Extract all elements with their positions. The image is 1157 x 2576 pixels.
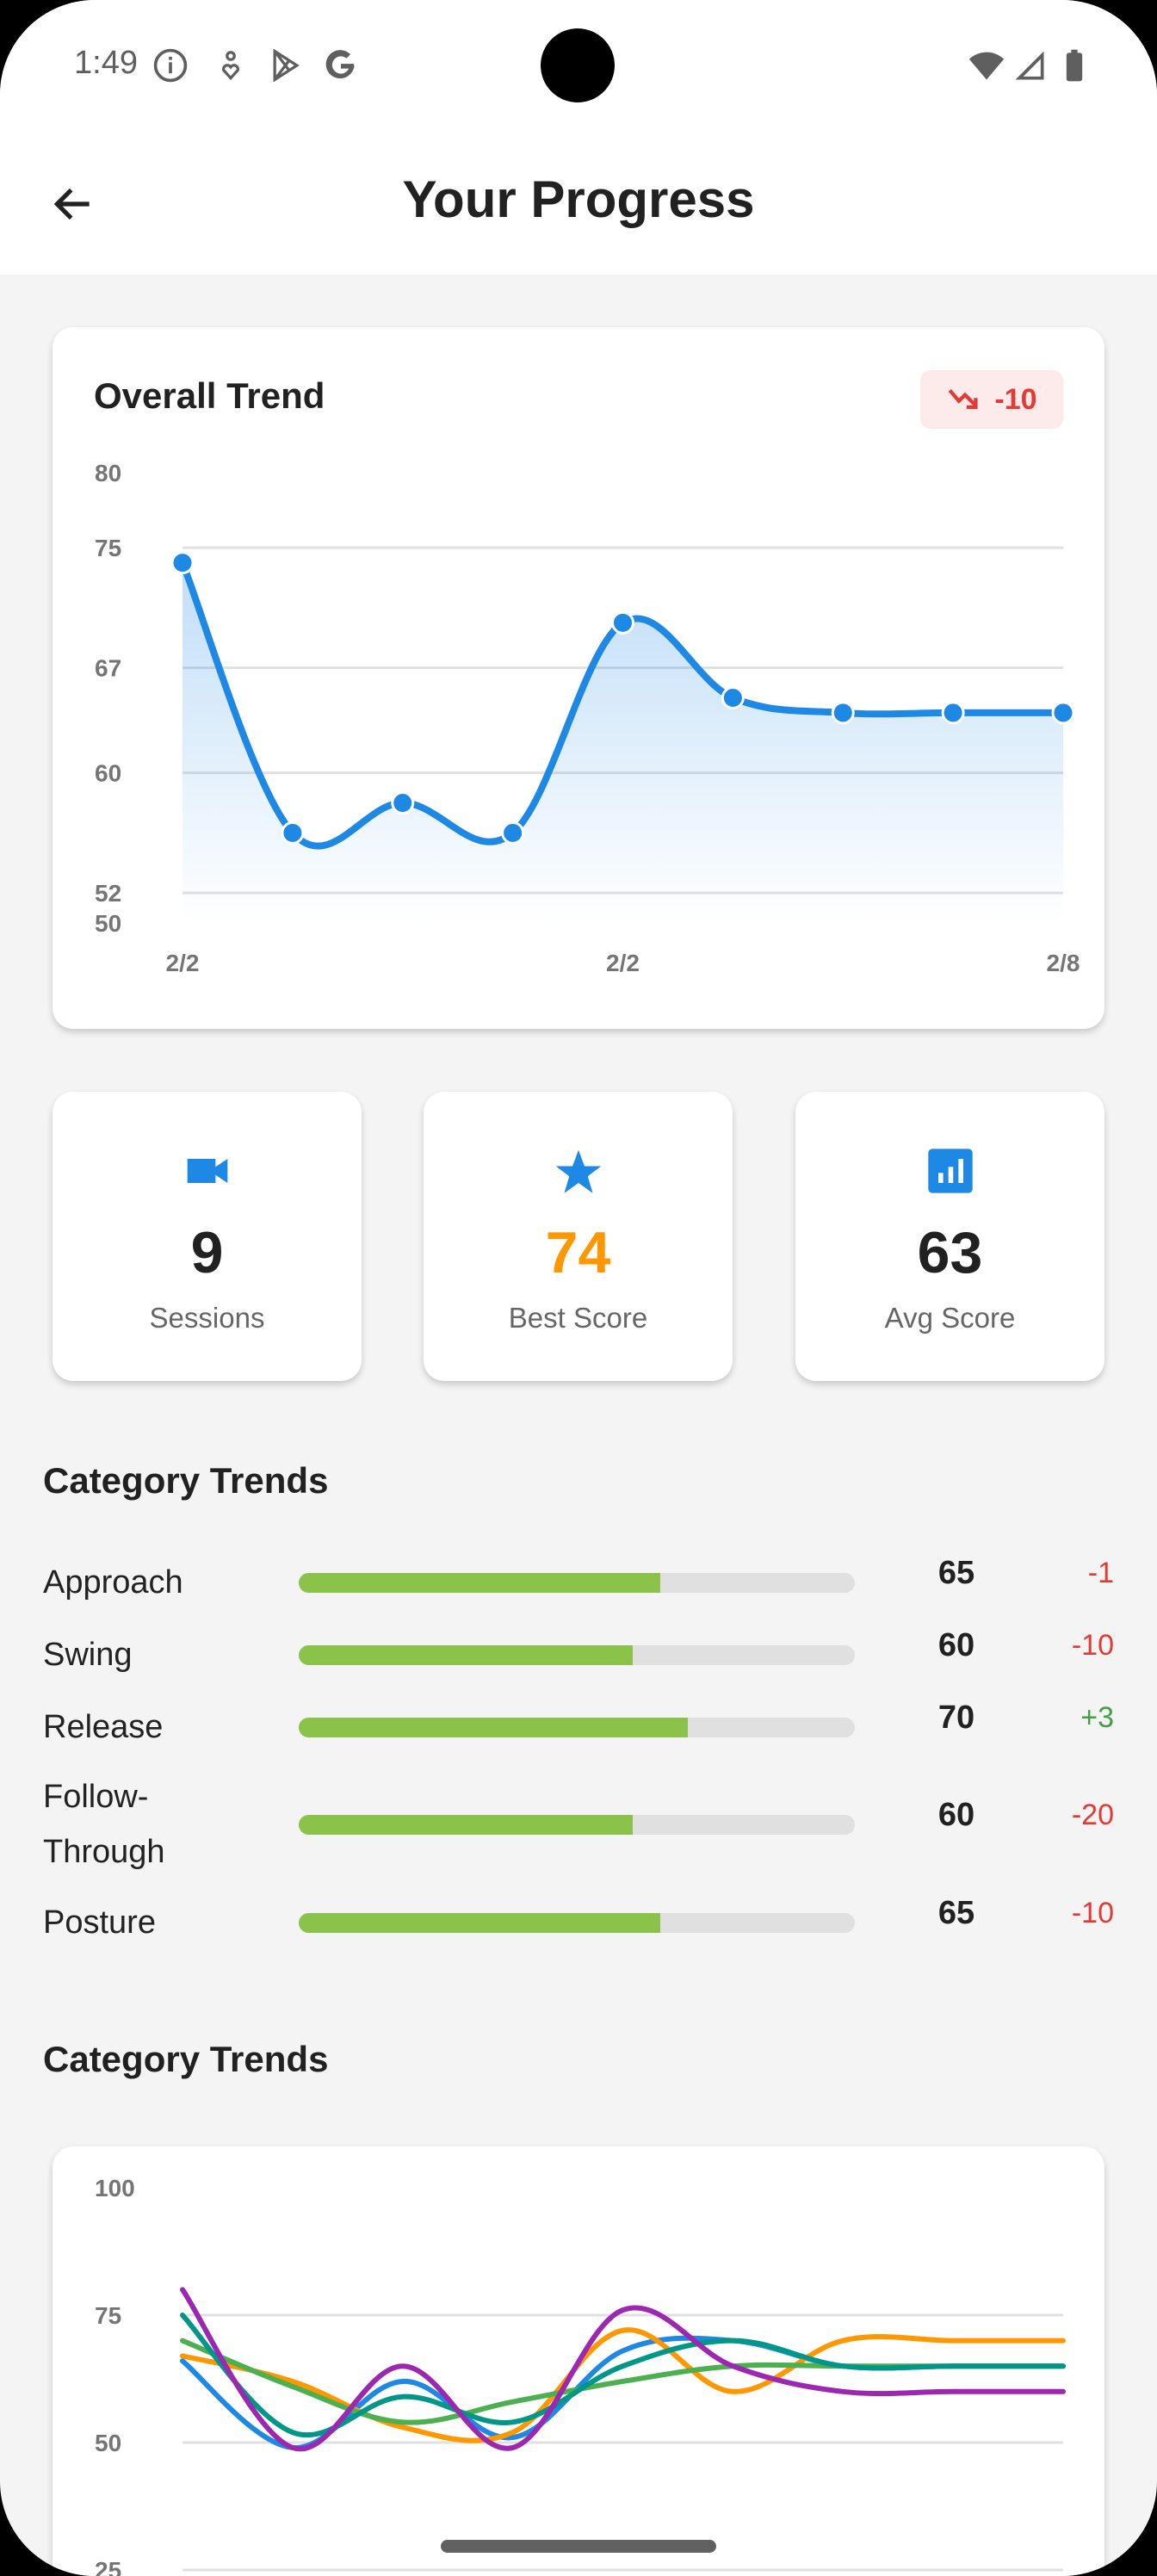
y-tick-label: 100 xyxy=(95,2175,135,2201)
accessibility-icon xyxy=(221,51,240,81)
app-bar: Your Progress xyxy=(0,132,1157,275)
category-row: Release 70 +3 xyxy=(0,1693,1157,1762)
data-point xyxy=(611,610,634,635)
category-name: Release xyxy=(43,1709,164,1745)
play-store-icon xyxy=(273,48,300,83)
stat-value: 9 xyxy=(190,1220,224,1285)
category-score: 60 xyxy=(937,1627,975,1663)
y-tick-label: 60 xyxy=(95,760,121,787)
category-score: 60 xyxy=(937,1797,975,1833)
x-tick-label: 2/8 xyxy=(1047,950,1080,976)
data-point xyxy=(281,820,305,845)
category-progress-fill xyxy=(299,1913,660,1933)
status-time: 1:49 xyxy=(74,45,138,81)
star-icon xyxy=(555,1149,601,1193)
stat-label: Best Score xyxy=(508,1302,648,1334)
data-point xyxy=(941,701,965,725)
category-name: Posture xyxy=(43,1904,156,1941)
category-progress-fill xyxy=(299,1645,633,1665)
data-point xyxy=(1051,701,1075,725)
arrow-back-icon[interactable] xyxy=(43,180,103,228)
y-tick-label: 50 xyxy=(95,910,121,937)
x-tick-label: 2/2 xyxy=(166,950,200,976)
x-tick-label: 2/2 xyxy=(606,950,640,976)
category-score: 65 xyxy=(937,1895,975,1931)
category-progress-fill xyxy=(299,1815,633,1835)
google-icon xyxy=(325,50,355,79)
stat-card-sessions: 9 Sessions xyxy=(53,1092,362,1381)
y-tick-label: 80 xyxy=(95,460,121,486)
y-tick-label: 25 xyxy=(95,2557,121,2576)
category-delta: -20 xyxy=(1071,1799,1114,1831)
category-progress-bar xyxy=(299,1913,855,1933)
stat-card-best-score: 74 Best Score xyxy=(424,1092,733,1381)
category-delta: -10 xyxy=(1071,1629,1114,1662)
category-name: Approach xyxy=(43,1564,183,1601)
trend-badge: -10 xyxy=(920,370,1063,429)
category-score: 65 xyxy=(937,1555,975,1591)
y-tick-label: 52 xyxy=(95,880,121,907)
data-point xyxy=(170,551,195,575)
home-indicator[interactable] xyxy=(441,2540,716,2553)
category-chart-heading: Category Trends xyxy=(43,2039,329,2079)
data-point xyxy=(721,686,745,709)
camera-cutout xyxy=(541,28,615,102)
category-row: Follow-Through 60 -20 xyxy=(0,1779,1157,1870)
data-point xyxy=(391,791,415,815)
category-progress-bar xyxy=(299,1573,855,1593)
trending-down-icon xyxy=(949,388,978,410)
bar-chart-icon xyxy=(927,1149,973,1193)
category-row: Approach 65 -1 xyxy=(0,1548,1157,1617)
series-line xyxy=(180,2313,1066,2438)
stat-card-avg-score: 63 Avg Score xyxy=(795,1092,1104,1381)
info-icon xyxy=(153,48,188,83)
category-progress-bar xyxy=(299,1815,855,1835)
wifi-icon xyxy=(968,52,1005,80)
series-line xyxy=(180,2327,1066,2443)
overall-trend-chart: 80 75 67 60 52 50 2/2 2/2 2/8 xyxy=(95,460,1080,976)
category-progress-bar xyxy=(299,1718,855,1737)
data-point xyxy=(501,820,525,845)
stat-label: Avg Score xyxy=(884,1302,1016,1334)
videocam-icon xyxy=(187,1159,227,1183)
stat-label: Sessions xyxy=(149,1302,265,1334)
page-title: Your Progress xyxy=(402,170,755,228)
trend-badge-value: -10 xyxy=(994,382,1037,416)
battery-icon xyxy=(1066,49,1083,82)
stat-value: 63 xyxy=(917,1220,983,1285)
y-tick-label: 75 xyxy=(95,2302,121,2329)
overall-trend-title: Overall Trend xyxy=(94,375,325,416)
category-progress-fill xyxy=(299,1718,689,1737)
y-tick-label: 50 xyxy=(95,2430,121,2456)
category-delta: -1 xyxy=(1087,1557,1114,1589)
y-tick-label: 67 xyxy=(95,655,121,682)
category-row: Posture 65 -10 xyxy=(0,1888,1157,1957)
category-name: Follow-Through xyxy=(43,1779,165,1870)
category-row: Swing 60 -10 xyxy=(0,1620,1157,1689)
category-trends-heading: Category Trends xyxy=(43,1460,329,1501)
stat-value: 74 xyxy=(545,1220,611,1285)
series-line xyxy=(180,2287,1066,2452)
category-progress-bar xyxy=(299,1645,855,1665)
category-progress-fill xyxy=(299,1573,660,1593)
category-delta: -10 xyxy=(1071,1897,1114,1929)
trend-area xyxy=(183,562,1063,923)
y-tick-label: 75 xyxy=(95,535,121,561)
data-point xyxy=(831,701,855,725)
category-name: Swing xyxy=(43,1637,133,1673)
category-delta: +3 xyxy=(1080,1701,1114,1734)
signal-icon xyxy=(1015,51,1044,80)
category-score: 70 xyxy=(937,1700,975,1736)
status-bar: 1:49 xyxy=(0,0,1157,132)
